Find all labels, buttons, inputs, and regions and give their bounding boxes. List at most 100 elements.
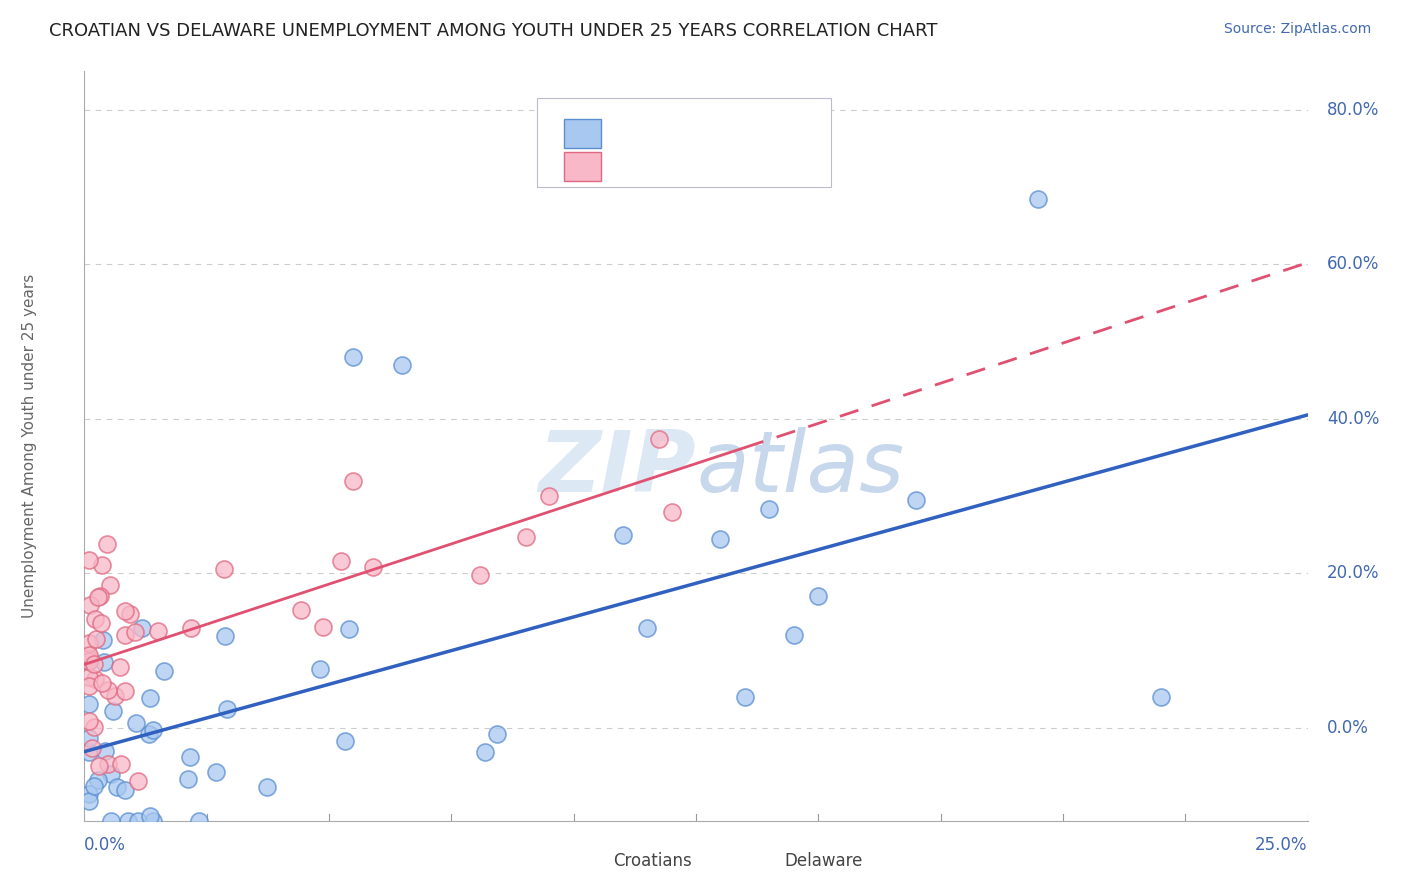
Point: [152, 664, 174, 678]
Point: [77, 636, 100, 650]
Point: [100, 578, 122, 592]
Point: [83, 720, 105, 734]
Point: [77, 670, 100, 684]
Point: [91, 558, 114, 573]
Point: [661, 505, 683, 519]
Point: [474, 746, 496, 760]
Point: [342, 350, 364, 364]
Point: [103, 704, 125, 718]
Point: [117, 814, 139, 828]
Point: [148, 624, 170, 639]
Point: [124, 625, 146, 640]
Point: [114, 628, 136, 642]
Point: [127, 814, 149, 828]
Point: [1028, 192, 1050, 206]
Point: [612, 528, 634, 542]
Text: atlas: atlas: [696, 427, 904, 510]
Text: Croatians: Croatians: [613, 852, 692, 870]
FancyBboxPatch shape: [537, 97, 831, 187]
Point: [77, 654, 100, 668]
Text: Source: ZipAtlas.com: Source: ZipAtlas.com: [1223, 22, 1371, 37]
Point: [758, 502, 780, 516]
Point: [114, 783, 136, 797]
Point: [783, 628, 806, 642]
Point: [339, 622, 361, 636]
Point: [709, 532, 731, 546]
Point: [125, 716, 148, 731]
Text: 0.0%: 0.0%: [84, 836, 127, 854]
Point: [77, 553, 100, 567]
Point: [485, 726, 508, 740]
Point: [290, 602, 312, 616]
Point: [212, 562, 235, 576]
Point: [734, 690, 756, 704]
Text: 80.0%: 80.0%: [1327, 101, 1379, 119]
Point: [256, 780, 278, 794]
Point: [648, 432, 671, 446]
Point: [214, 629, 236, 643]
Point: [335, 734, 357, 748]
Text: 25.0%: 25.0%: [1256, 836, 1308, 854]
Point: [87, 772, 110, 787]
Text: 60.0%: 60.0%: [1327, 255, 1379, 274]
Point: [105, 780, 128, 795]
Point: [807, 589, 830, 603]
Text: 20.0%: 20.0%: [1327, 565, 1379, 582]
Point: [77, 731, 100, 746]
Point: [342, 474, 364, 488]
Point: [93, 656, 115, 670]
Point: [205, 764, 228, 779]
FancyBboxPatch shape: [745, 847, 776, 875]
Point: [329, 554, 352, 568]
FancyBboxPatch shape: [574, 847, 605, 875]
Point: [110, 660, 132, 674]
Point: [89, 589, 111, 603]
Point: [77, 648, 100, 662]
Point: [217, 702, 239, 716]
Point: [131, 621, 153, 635]
Point: [391, 358, 413, 372]
Point: [83, 612, 105, 626]
Point: [79, 598, 101, 612]
Point: [110, 756, 132, 771]
Point: [103, 690, 125, 704]
Text: R =  0.282   N = 47: R = 0.282 N = 47: [616, 158, 792, 176]
Point: [97, 682, 120, 697]
Point: [77, 697, 100, 711]
Point: [100, 814, 122, 828]
Point: [187, 814, 209, 828]
Point: [77, 679, 100, 693]
Point: [1150, 690, 1173, 704]
Point: [77, 787, 100, 801]
Point: [127, 774, 149, 789]
Text: ZIP: ZIP: [538, 427, 696, 510]
Point: [77, 651, 100, 665]
Point: [142, 814, 165, 828]
Text: 40.0%: 40.0%: [1327, 410, 1379, 428]
Point: [77, 746, 100, 760]
Point: [90, 676, 112, 690]
Point: [83, 657, 105, 672]
Point: [84, 632, 107, 646]
Point: [100, 767, 122, 781]
Point: [515, 530, 537, 544]
Point: [139, 690, 162, 705]
Point: [114, 683, 136, 698]
Point: [77, 794, 100, 808]
Point: [94, 744, 117, 758]
Text: Unemployment Among Youth under 25 years: Unemployment Among Youth under 25 years: [22, 274, 37, 618]
Point: [312, 620, 335, 634]
Point: [118, 607, 141, 621]
Point: [77, 654, 100, 668]
Point: [180, 621, 202, 635]
Point: [636, 621, 658, 635]
Point: [82, 741, 104, 756]
Point: [138, 808, 160, 822]
Point: [77, 714, 100, 728]
Point: [177, 772, 200, 786]
Point: [468, 567, 491, 582]
Point: [89, 759, 111, 773]
Point: [538, 489, 561, 503]
Point: [83, 779, 105, 793]
Point: [86, 591, 108, 605]
